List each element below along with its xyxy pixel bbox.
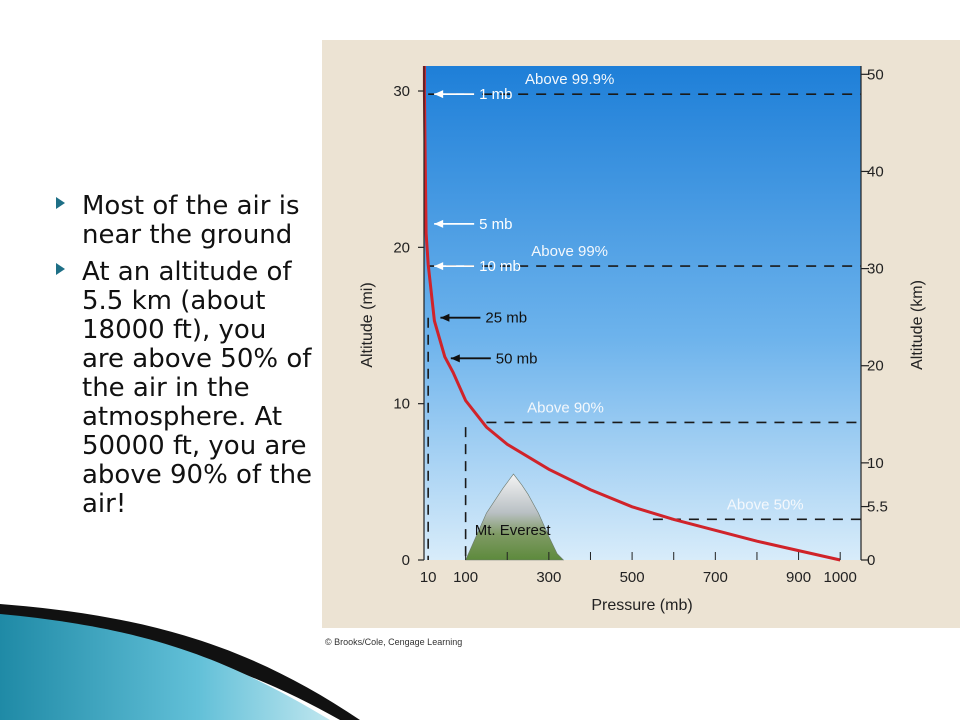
swoosh-dark	[0, 604, 360, 720]
bullet-text: Most of the air is near the ground	[82, 191, 300, 250]
y2-tick-label: 20	[867, 358, 884, 375]
bullet-item: At an altitude of 5.5 km (about 18000 ft…	[56, 258, 316, 519]
y-tick-label: 30	[393, 83, 410, 100]
pressure-arrow-head	[434, 219, 444, 228]
pressure-curve	[422, 66, 841, 562]
x-tick-label: 900	[786, 569, 811, 586]
pressure-label: 10 mb	[479, 258, 521, 275]
y-tick-label: 10	[393, 396, 410, 413]
x-tick-label: 10	[420, 569, 437, 586]
pressure-arrow-head	[434, 262, 444, 271]
x-axis-label: Pressure (mb)	[591, 597, 692, 614]
percent-label: Above 90%	[527, 399, 604, 416]
y-tick-label: 0	[402, 552, 410, 569]
y2-tick-label: 10	[867, 455, 884, 472]
y2-tick-label: 5.5	[867, 499, 888, 516]
pressure-label: 1 mb	[479, 86, 512, 103]
bullet-arrow-icon	[56, 263, 65, 275]
y2-tick-label: 50	[867, 66, 884, 83]
mountain-label: Mt. Everest	[475, 522, 552, 539]
swoosh-teal	[0, 614, 330, 720]
bullet-list: Most of the air is near the ground At an…	[56, 192, 316, 527]
altitude-pressure-chart: Mt. Everest Above 99.9% Above 99% Above 90…	[322, 40, 960, 647]
bullet-text: At an altitude of 5.5 km (about 18000 ft…	[82, 257, 313, 519]
mountain-shape	[465, 473, 565, 561]
pressure-arrow-head	[440, 313, 450, 322]
bullet-item: Most of the air is near the ground	[56, 192, 316, 250]
x-tick-label: 500	[620, 569, 645, 586]
y2-tick-label: 30	[867, 261, 884, 278]
mountain-everest: Mt. Everest	[465, 473, 565, 561]
percent-label: Above 50%	[727, 496, 804, 513]
percent-label: Above 99.9%	[525, 71, 614, 88]
figure-credit: © Brooks/Cole, Cengage Learning	[325, 637, 462, 647]
pressure-label: 50 mb	[496, 350, 538, 367]
y2-tick-label: 40	[867, 163, 884, 180]
x-tick-label: 300	[536, 569, 561, 586]
percent-label: Above 99%	[531, 243, 608, 260]
x-tick-label: 700	[703, 569, 728, 586]
pressure-arrow-head	[434, 90, 444, 99]
y2-axis-label: Altitude (km)	[909, 280, 926, 370]
bullet-arrow-icon	[56, 197, 65, 209]
reference-lines: Above 99.9% Above 99% Above 90% Above 50%	[427, 71, 861, 560]
plot-background	[424, 66, 861, 560]
x-tick-label: 100	[453, 569, 478, 586]
x-tick-label: 1000	[824, 569, 857, 586]
y2-tick-label: 0	[867, 552, 875, 569]
y-tick-label: 20	[393, 239, 410, 256]
pressure-arrow-head	[450, 354, 460, 363]
pressure-label: 25 mb	[485, 310, 527, 327]
decorative-swoosh	[0, 604, 360, 720]
chart-annotations: 1 mb 5 mb 10 mb 25 mb 50 mb	[434, 86, 538, 367]
pressure-label: 5 mb	[479, 216, 512, 233]
y-axis-label: Altitude (mi)	[359, 282, 376, 367]
